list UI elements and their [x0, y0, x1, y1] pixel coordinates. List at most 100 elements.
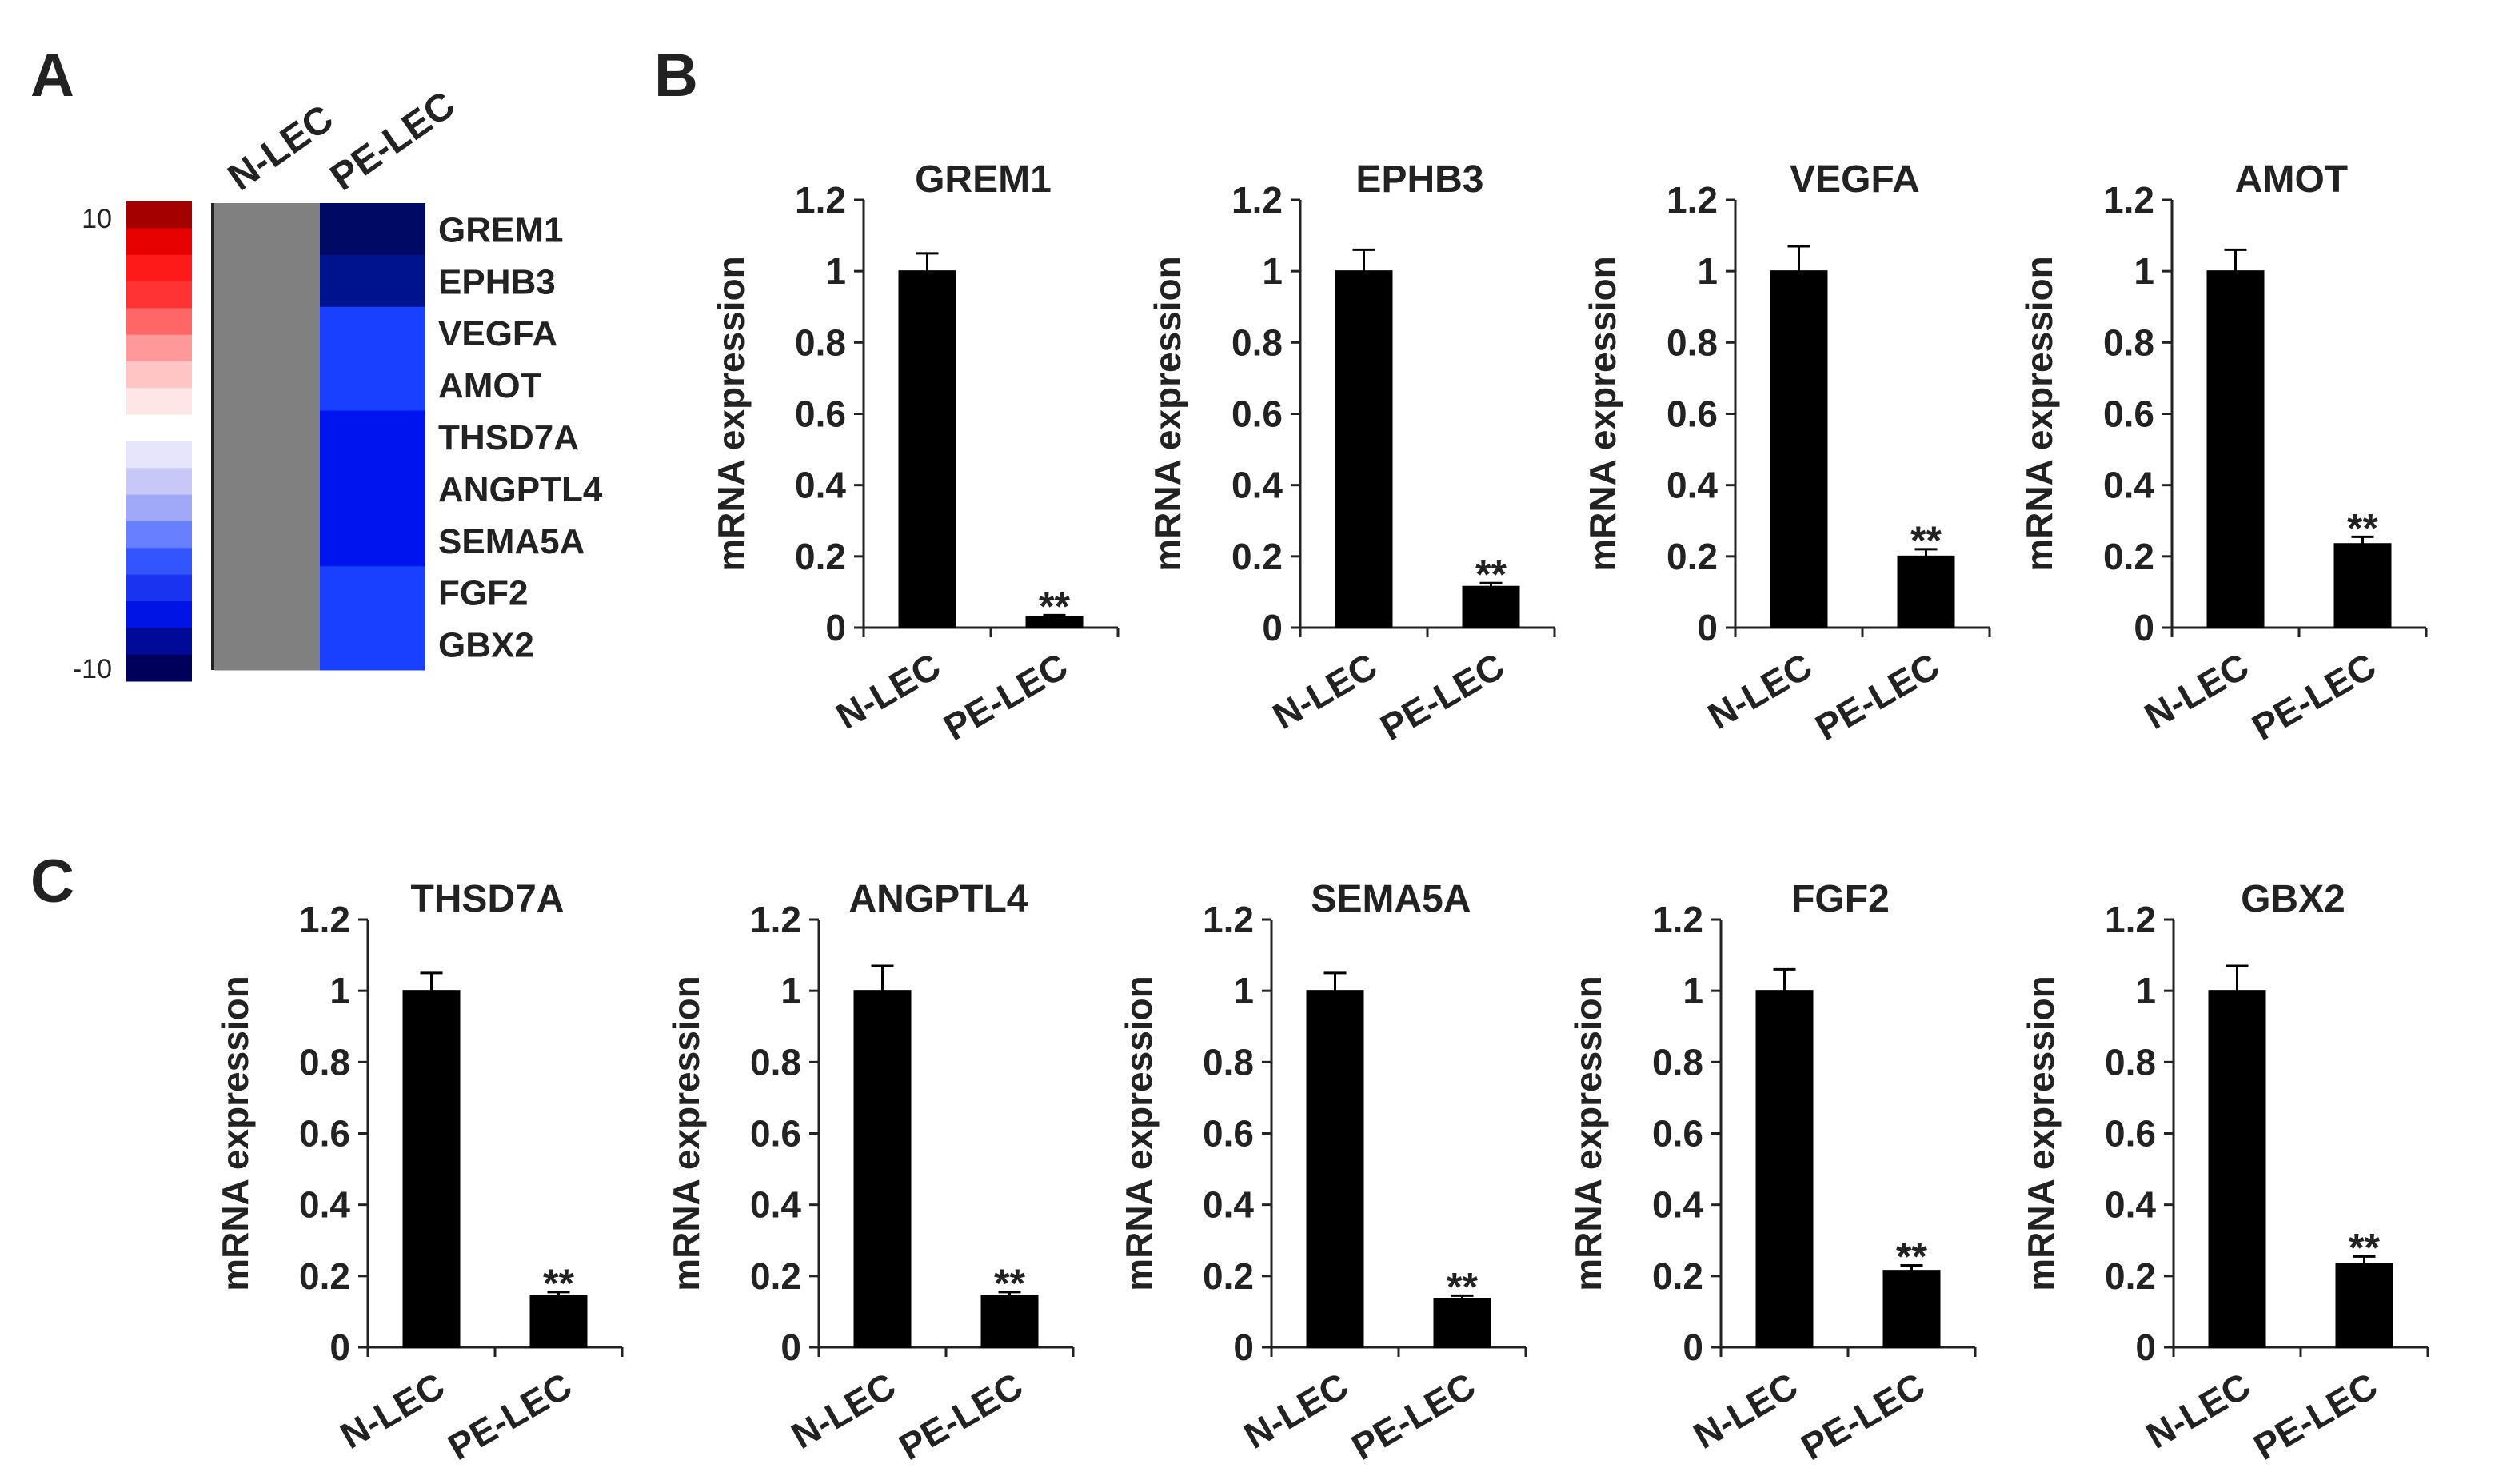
heatmap-gene-label: FGF2	[438, 574, 528, 613]
bar-n-lec	[1335, 270, 1393, 628]
bar-pe-lec	[529, 1295, 588, 1348]
heatmap-cell-n-lec	[214, 203, 320, 256]
x-category-label: N-LEC	[1687, 1365, 1805, 1457]
y-tick-label: 0.2	[1652, 1255, 1703, 1297]
y-tick-label: 0.6	[2103, 393, 2154, 435]
legend-swatch	[126, 281, 192, 309]
bar-n-lec	[2206, 270, 2265, 628]
bar-n-lec	[853, 990, 912, 1348]
heatmap-gene-label: SEMA5A	[438, 522, 585, 561]
heatmap-gene-label: GREM1	[438, 210, 563, 249]
y-tick-label: 0.4	[1652, 1184, 1703, 1226]
y-tick-label: 0.8	[2103, 321, 2154, 363]
heatmap-gene-label: GBX2	[438, 626, 534, 665]
legend-swatch	[126, 494, 192, 522]
legend-swatch	[126, 441, 192, 469]
legend-swatch	[126, 468, 192, 496]
y-tick-label: 1.2	[1652, 899, 1703, 940]
y-tick-label: 1	[329, 970, 350, 1011]
y-tick-label: 0.2	[1667, 536, 1718, 577]
y-tick-label: 0	[2134, 607, 2154, 648]
x-category-label: N-LEC	[2139, 1365, 2257, 1457]
y-tick-label: 0.2	[2103, 536, 2154, 577]
bar-pe-lec	[2335, 1263, 2393, 1348]
panel-label-b: B	[654, 42, 698, 110]
bar-chart-angptl4: 0 0.2 0.4 0.6 0.8 1 1.2 N-LEC ** PE-LEC ANGPTL4 mRN…	[665, 878, 1075, 1468]
x-category-label: PE-LEC	[2245, 645, 2382, 748]
y-tick-label: 0.4	[2103, 465, 2154, 506]
y-axis-label: mRNA expression	[1567, 975, 1609, 1291]
y-tick-label: 0	[1233, 1326, 1254, 1368]
y-tick-label: 0	[780, 1326, 801, 1368]
x-category-label: PE-LEC	[936, 645, 1074, 748]
x-category-label: PE-LEC	[2246, 1365, 2384, 1468]
y-tick-label: 0	[1697, 607, 1718, 648]
significance-marker: **	[2349, 1225, 2380, 1270]
heatmap-gene-label: EPHB3	[438, 262, 556, 301]
heatmap-gene-label: VEGFA	[438, 314, 557, 353]
heatmap-cell-pe-lec	[320, 358, 425, 412]
chart-title: SEMA5A	[1311, 878, 1471, 920]
y-tick-label: 1	[1683, 970, 1703, 1011]
x-category-label: N-LEC	[1701, 645, 1819, 737]
y-axis-label: mRNA expression	[1582, 256, 1623, 572]
heatmap: 10 -10 GREM1 EPHB3 VEGFA AMOT THSD7A ANGPTL4 SEM…	[73, 84, 603, 684]
x-category-label: N-LEC	[829, 645, 948, 737]
heatmap-cell-n-lec	[214, 410, 320, 463]
y-tick-label: 1	[2134, 250, 2154, 292]
legend-swatch	[126, 601, 192, 628]
y-tick-label: 1	[1233, 970, 1254, 1011]
y-tick-label: 1	[1697, 250, 1718, 292]
x-category-label: N-LEC	[2138, 645, 2256, 737]
y-tick-label: 0.8	[1203, 1041, 1254, 1083]
y-tick-label: 1.2	[1203, 899, 1254, 940]
bar-pe-lec	[1433, 1298, 1491, 1348]
heatmap-cell-n-lec	[214, 254, 320, 308]
y-tick-label: 0	[329, 1326, 350, 1368]
heatmap-cell-pe-lec	[320, 254, 425, 308]
y-tick-label: 0.2	[299, 1255, 350, 1297]
significance-marker: **	[994, 1261, 1025, 1306]
x-category-label: N-LEC	[333, 1365, 452, 1457]
y-tick-label: 1.2	[2103, 179, 2154, 221]
chart-title: FGF2	[1791, 878, 1890, 920]
y-axis-label: mRNA expression	[665, 975, 707, 1291]
y-tick-label: 0.2	[1232, 536, 1283, 577]
y-tick-label: 1.2	[1232, 179, 1283, 221]
y-tick-label: 1	[825, 250, 846, 292]
y-tick-label: 0.2	[2105, 1255, 2156, 1297]
bar-chart-fgf2: 0 0.2 0.4 0.6 0.8 1 1.2 N-LEC ** PE-LEC FGF2 mRNA e…	[1567, 878, 1977, 1468]
y-tick-label: 0	[2135, 1326, 2156, 1368]
y-tick-label: 0.4	[750, 1184, 801, 1226]
significance-marker: **	[2347, 505, 2378, 550]
y-tick-label: 0.8	[1667, 321, 1718, 363]
legend-swatch	[126, 414, 192, 442]
bar-n-lec	[402, 990, 461, 1348]
heatmap-cell-pe-lec	[320, 618, 425, 671]
y-tick-label: 0.4	[1203, 1184, 1254, 1226]
y-axis-label: mRNA expression	[2018, 256, 2060, 572]
heatmap-cell-pe-lec	[320, 514, 425, 567]
heatmap-cell-pe-lec	[320, 306, 425, 360]
heatmap-cell-n-lec	[214, 514, 320, 567]
significance-marker: **	[1896, 1234, 1927, 1279]
x-category-label: N-LEC	[1237, 1365, 1355, 1457]
bar-chart-amot: 0 0.2 0.4 0.6 0.8 1 1.2 N-LEC ** PE-LEC AMOT mRNA e…	[2018, 158, 2428, 748]
legend-swatch	[126, 228, 192, 256]
panel-label-a: A	[30, 42, 74, 110]
legend-swatch	[126, 201, 192, 229]
y-tick-label: 0.6	[1667, 393, 1718, 435]
y-tick-label: 1	[2135, 970, 2156, 1011]
y-axis-label: mRNA expression	[2020, 975, 2062, 1291]
chart-title: VEGFA	[1790, 158, 1920, 201]
heatmap-cell-pe-lec	[320, 566, 425, 619]
y-tick-label: 0.8	[1652, 1041, 1703, 1083]
legend-swatch	[126, 334, 192, 362]
bar-pe-lec	[1897, 555, 1955, 628]
chart-title: GBX2	[2241, 878, 2345, 920]
x-category-label: PE-LEC	[892, 1365, 1029, 1468]
significance-marker: **	[1447, 1264, 1478, 1309]
heatmap-column-label: N-LEC	[221, 97, 341, 199]
y-tick-label: 0.6	[1232, 393, 1283, 435]
